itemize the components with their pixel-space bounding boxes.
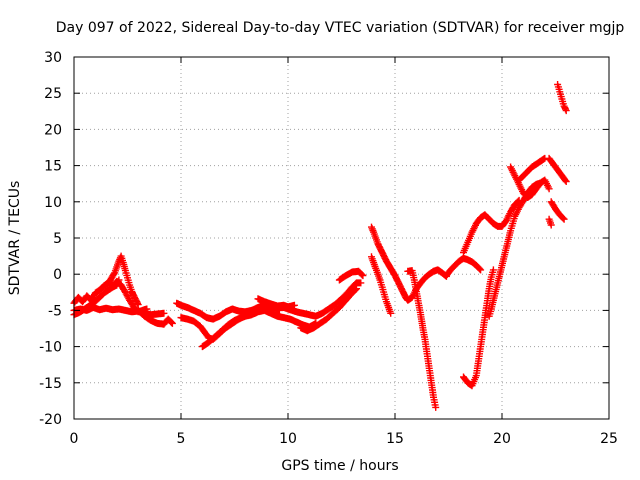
y-tick-label: 15 — [44, 159, 62, 175]
y-tick-label: 20 — [44, 122, 62, 138]
data-point-cluster — [335, 267, 367, 284]
series-arc-04 — [102, 252, 142, 309]
x-tick-label: 25 — [600, 431, 618, 447]
y-tick-label: 5 — [53, 231, 62, 247]
x-axis-ticks: 0 5 10 15 20 25 — [70, 57, 618, 447]
data-point-cluster — [134, 306, 176, 328]
x-tick-label: 0 — [70, 431, 79, 447]
series-arc-17 — [460, 196, 523, 256]
y-tick-label: -20 — [39, 412, 62, 428]
chart-title: Day 097 of 2022, Sidereal Day-to-day VTE… — [56, 20, 625, 36]
y-tick-label: -5 — [48, 303, 62, 319]
series-arc-09 — [254, 279, 365, 320]
grid-lines — [74, 57, 609, 419]
data-point-cluster — [554, 81, 570, 115]
series-arc-05 — [134, 306, 176, 328]
data-point-cluster — [515, 154, 549, 184]
series-arc-23 — [545, 215, 555, 229]
x-tick-label: 15 — [386, 431, 404, 447]
series-arc-12 — [368, 223, 450, 304]
series-arc-10 — [297, 285, 360, 335]
data-point-cluster — [368, 253, 395, 317]
data-point-cluster — [460, 266, 497, 390]
y-tick-label: 0 — [53, 267, 62, 283]
y-tick-label: 30 — [44, 50, 62, 66]
series-arc-16 — [460, 266, 497, 390]
series-arc-20 — [507, 163, 553, 201]
data-point-cluster — [460, 196, 523, 256]
data-point-cluster — [545, 215, 555, 229]
data-point-cluster — [297, 285, 360, 335]
series-arc-13 — [368, 253, 395, 317]
data-point-cluster — [102, 252, 142, 309]
series-arc-14 — [404, 267, 440, 411]
data-point-cluster — [545, 154, 570, 185]
y-tick-label: 10 — [44, 195, 62, 211]
series-arc-22 — [547, 198, 568, 223]
x-tick-label: 5 — [177, 431, 186, 447]
y-tick-label: 25 — [44, 86, 62, 102]
series-arc-15 — [442, 254, 485, 280]
series-arc-11 — [335, 267, 367, 284]
series-arc-21 — [545, 154, 570, 185]
data-point-cluster — [442, 254, 485, 280]
data-point-cluster — [368, 223, 450, 304]
y-axis-label: SDTVAR / TECUs — [7, 181, 23, 296]
x-tick-label: 20 — [493, 431, 511, 447]
y-tick-label: -15 — [39, 376, 62, 392]
x-tick-label: 10 — [279, 431, 297, 447]
y-tick-label: -10 — [39, 340, 62, 356]
data-point-cluster — [254, 279, 365, 320]
data-point-cluster — [547, 198, 568, 223]
x-axis-label: GPS time / hours — [281, 458, 398, 474]
series-arc-24 — [554, 81, 570, 115]
y-axis-ticks: -20 -15 -10 -5 0 5 10 15 20 25 30 — [39, 50, 609, 428]
data-point-cluster — [507, 163, 553, 201]
data-point-cluster — [404, 267, 440, 411]
series-arc-19 — [515, 154, 549, 184]
data-points — [70, 81, 570, 411]
